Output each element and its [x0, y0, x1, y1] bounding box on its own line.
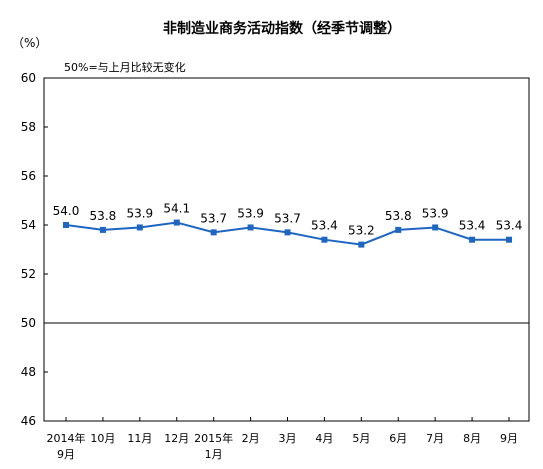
data-label: 53.4 [311, 219, 338, 233]
data-point [284, 229, 291, 236]
x-tick-label: 7月 [426, 432, 444, 445]
data-label: 53.7 [274, 211, 301, 225]
x-tick-label-line2: 9月 [57, 448, 75, 461]
chart-title: 非制造业商务活动指数（经季节调整） [163, 20, 401, 37]
x-tick-label: 3月 [279, 432, 297, 445]
data-point [395, 226, 402, 233]
x-tick-label: 12月 [164, 432, 189, 445]
x-tick-label: 6月 [389, 432, 407, 445]
x-tick-label: 2月 [242, 432, 260, 445]
x-tick-label: 10月 [90, 432, 115, 445]
data-point [358, 241, 365, 248]
y-axis: 60 58 56 54 52 50 48 46 [21, 71, 48, 428]
data-point [432, 224, 439, 231]
y-tick-label: 60 [21, 71, 36, 85]
data-label: 53.8 [90, 209, 117, 223]
data-point [63, 222, 69, 228]
series-group [63, 219, 512, 248]
data-point [210, 229, 217, 236]
data-label: 53.4 [459, 219, 486, 233]
data-label: 54.1 [163, 202, 190, 216]
data-point [136, 224, 143, 231]
plot-frame [43, 77, 530, 422]
y-tick-label: 48 [21, 365, 36, 379]
data-point [247, 224, 254, 231]
x-axis: 2014年 9月 10月 11月 12月 2015年 1月 2月 3月 4月 5月 6月 7月 8月 9月 [47, 417, 518, 461]
x-tick-label: 8月 [463, 432, 481, 445]
data-label: 53.2 [348, 224, 375, 238]
data-label: 53.9 [126, 206, 153, 220]
x-tick-label: 2014年 [47, 431, 86, 445]
data-label: 54.0 [53, 204, 80, 218]
y-tick-label: 58 [21, 120, 36, 134]
x-tick-label: 5月 [352, 432, 370, 445]
data-point [99, 226, 106, 233]
y-tick-label: 46 [21, 414, 36, 428]
y-tick-label: 52 [21, 267, 36, 281]
data-label: 53.8 [385, 209, 412, 223]
y-tick-label: 50 [21, 316, 36, 330]
data-label: 53.9 [237, 206, 264, 220]
chart-note: 50%=与上月比较无变化 [64, 60, 186, 74]
x-tick-label: 9月 [500, 432, 518, 445]
x-tick-label: 4月 [315, 432, 333, 445]
y-tick-label: 54 [21, 218, 36, 232]
data-point [173, 219, 180, 226]
y-tick-label: 56 [21, 169, 36, 183]
y-unit-label: （%） [12, 36, 47, 50]
data-label-group: 54.0 53.8 53.9 54.1 53.7 53.9 53.7 53.4 53.2 53.8… [53, 202, 523, 238]
data-point [321, 236, 328, 243]
data-point [469, 236, 476, 243]
data-label: 53.4 [496, 219, 523, 233]
data-point [506, 236, 512, 243]
x-tick-label-line2: 1月 [205, 448, 223, 461]
x-tick-label: 2015年 [194, 431, 233, 445]
data-label: 53.7 [200, 211, 227, 225]
data-label: 53.9 [422, 206, 449, 220]
x-tick-label: 11月 [127, 432, 152, 445]
